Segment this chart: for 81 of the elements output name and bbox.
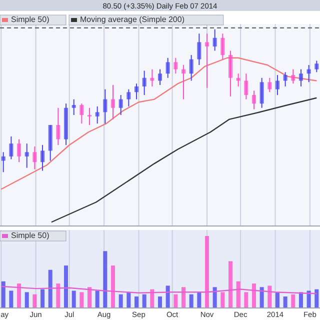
- candlestick: [24, 143, 29, 168]
- candlestick: [134, 83, 139, 100]
- candlestick: [142, 70, 146, 96]
- legend-label: Moving average (Simple 200): [80, 15, 185, 24]
- candlestick: [244, 73, 248, 100]
- bar: [118, 294, 123, 308]
- candlestick: [174, 57, 178, 74]
- candlestick: [220, 33, 225, 60]
- bar: [197, 292, 202, 308]
- candlestick: [80, 103, 84, 124]
- bar: [212, 287, 217, 308]
- candlestick: [275, 74, 280, 96]
- bar: [291, 294, 296, 308]
- candlestick: [204, 33, 209, 88]
- bar: [40, 289, 45, 308]
- bar: [298, 292, 303, 308]
- candlestick: [88, 107, 92, 126]
- bar: [150, 289, 154, 308]
- candlestick: [181, 64, 186, 100]
- bar: [24, 292, 29, 308]
- bar: [1, 281, 6, 308]
- candlestick: [56, 107, 60, 146]
- candlestick: [95, 106, 100, 124]
- bar: [244, 292, 248, 308]
- bar: [204, 236, 209, 308]
- candlestick: [32, 146, 37, 170]
- candlestick: [9, 136, 14, 160]
- candlestick: [283, 72, 288, 87]
- bar: [228, 261, 232, 308]
- bar: [268, 286, 272, 308]
- candlestick: [118, 94, 123, 116]
- candlestick: [1, 152, 6, 173]
- bar: [236, 281, 240, 308]
- candlestick: [298, 68, 303, 87]
- candlestick: [17, 138, 22, 163]
- candlestick: [189, 54, 194, 82]
- bar: [103, 251, 108, 308]
- candlestick: [197, 33, 202, 66]
- bar: [158, 296, 162, 308]
- candlestick: [291, 68, 296, 84]
- candlestick: [72, 98, 76, 116]
- candlestick: [306, 64, 311, 83]
- bar: [166, 286, 170, 308]
- bar: [9, 290, 14, 308]
- bar: [275, 292, 280, 308]
- legend-label: Simple 50): [11, 15, 50, 24]
- bar: [17, 284, 22, 308]
- candlestick: [212, 28, 217, 52]
- bar: [134, 296, 139, 308]
- candlestick: [268, 77, 272, 93]
- candlestick: [103, 88, 108, 124]
- bar: [88, 287, 92, 308]
- bar: [314, 289, 319, 308]
- bar: [72, 290, 76, 308]
- bar: [80, 292, 84, 308]
- candlestick: [40, 144, 45, 172]
- candlestick: [166, 57, 170, 78]
- bar: [283, 296, 288, 308]
- bar: [220, 292, 225, 308]
- bar: [95, 290, 100, 308]
- bar: [260, 287, 264, 308]
- candlestick: [111, 84, 116, 120]
- bar: [181, 287, 186, 308]
- bar: [189, 294, 194, 308]
- bar: [56, 284, 60, 308]
- bar: [174, 294, 178, 308]
- candlestick: [158, 68, 162, 86]
- candlestick: [228, 50, 232, 97]
- candlestick: [126, 88, 131, 107]
- bar: [48, 270, 52, 308]
- bar: [126, 292, 131, 308]
- bar: [64, 266, 68, 308]
- candlestick: [260, 77, 264, 108]
- bar: [111, 266, 116, 308]
- bar: [142, 294, 146, 308]
- candlestick: [314, 60, 319, 73]
- candlestick: [252, 90, 256, 110]
- bar: [32, 294, 37, 308]
- legend-label: Simple 50): [11, 231, 50, 240]
- bar: [306, 290, 311, 308]
- bar: [252, 284, 256, 308]
